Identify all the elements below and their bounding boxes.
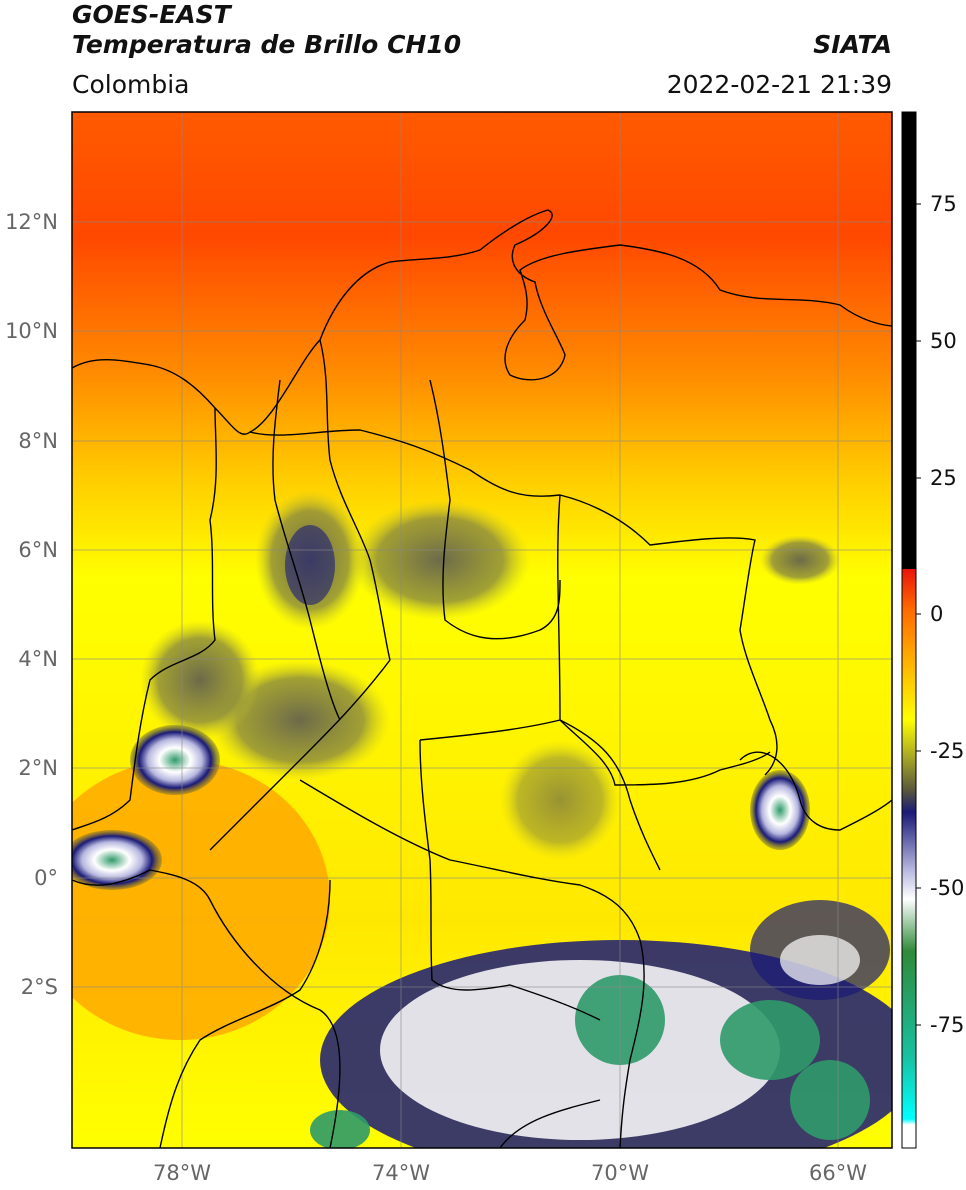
lat-label: 2°N bbox=[18, 756, 58, 780]
lat-label: 10°N bbox=[5, 319, 58, 343]
lon-label: 74°W bbox=[372, 1161, 430, 1185]
title-line-2: Temperatura de Brillo CH10 bbox=[72, 30, 462, 59]
colorbar: 75 50 25 0 -25 -50 -75 bbox=[901, 111, 964, 1149]
colorbar-tick-label: -25 bbox=[930, 739, 964, 763]
colorbar-tick-label: 50 bbox=[930, 329, 957, 353]
colorbar-tick-label: -50 bbox=[930, 876, 964, 900]
title-line-1: GOES-EAST bbox=[72, 0, 231, 29]
lat-label: 0° bbox=[34, 866, 58, 890]
graticule bbox=[72, 112, 892, 1148]
brand-label: SIATA bbox=[813, 30, 892, 59]
longitude-labels: 78°W 74°W 70°W 66°W bbox=[153, 1161, 867, 1185]
colorbar-tick-label: 25 bbox=[930, 466, 957, 490]
latitude-labels: 12°N 10°N 8°N 6°N 4°N 2°N 0° 2°S bbox=[5, 210, 58, 999]
lat-label: 8°N bbox=[18, 429, 58, 453]
colorbar-tick-label: -75 bbox=[930, 1013, 964, 1037]
timestamp-label: 2022-02-21 21:39 bbox=[666, 70, 892, 99]
colorbar-black-segment bbox=[902, 112, 916, 569]
lat-label: 12°N bbox=[5, 210, 58, 234]
lon-label: 70°W bbox=[591, 1161, 649, 1185]
lat-label: 4°N bbox=[18, 647, 58, 671]
lat-label: 2°S bbox=[21, 975, 58, 999]
coastlines-and-borders bbox=[72, 209, 892, 1148]
colorbar-tick-label: 75 bbox=[930, 192, 957, 216]
region-label: Colombia bbox=[72, 70, 190, 99]
lat-label: 6°N bbox=[18, 538, 58, 562]
map-frame bbox=[71, 111, 893, 1149]
lon-label: 78°W bbox=[153, 1161, 211, 1185]
lon-label: 66°W bbox=[809, 1161, 867, 1185]
colorbar-gradient-segment bbox=[902, 569, 916, 1148]
colorbar-tick-label: 0 bbox=[930, 602, 943, 626]
brightness-temperature-field bbox=[72, 112, 892, 1148]
